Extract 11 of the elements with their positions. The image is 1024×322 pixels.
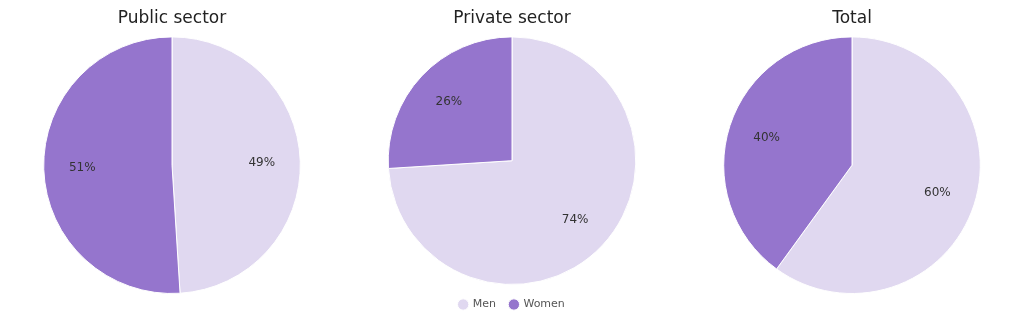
chart-title: Public sector <box>117 6 227 27</box>
data-label: 74% <box>561 212 589 227</box>
legend-label: Men <box>472 297 496 311</box>
chart-title: Private sector <box>453 6 571 27</box>
data-label: 26% <box>435 93 463 108</box>
legend-label: Women <box>523 297 565 311</box>
data-label: 40% <box>753 129 780 144</box>
data-label: 49% <box>248 154 276 169</box>
chart-title: Total <box>831 6 872 27</box>
data-label: 51% <box>68 160 96 175</box>
data-label: 60% <box>924 185 951 200</box>
